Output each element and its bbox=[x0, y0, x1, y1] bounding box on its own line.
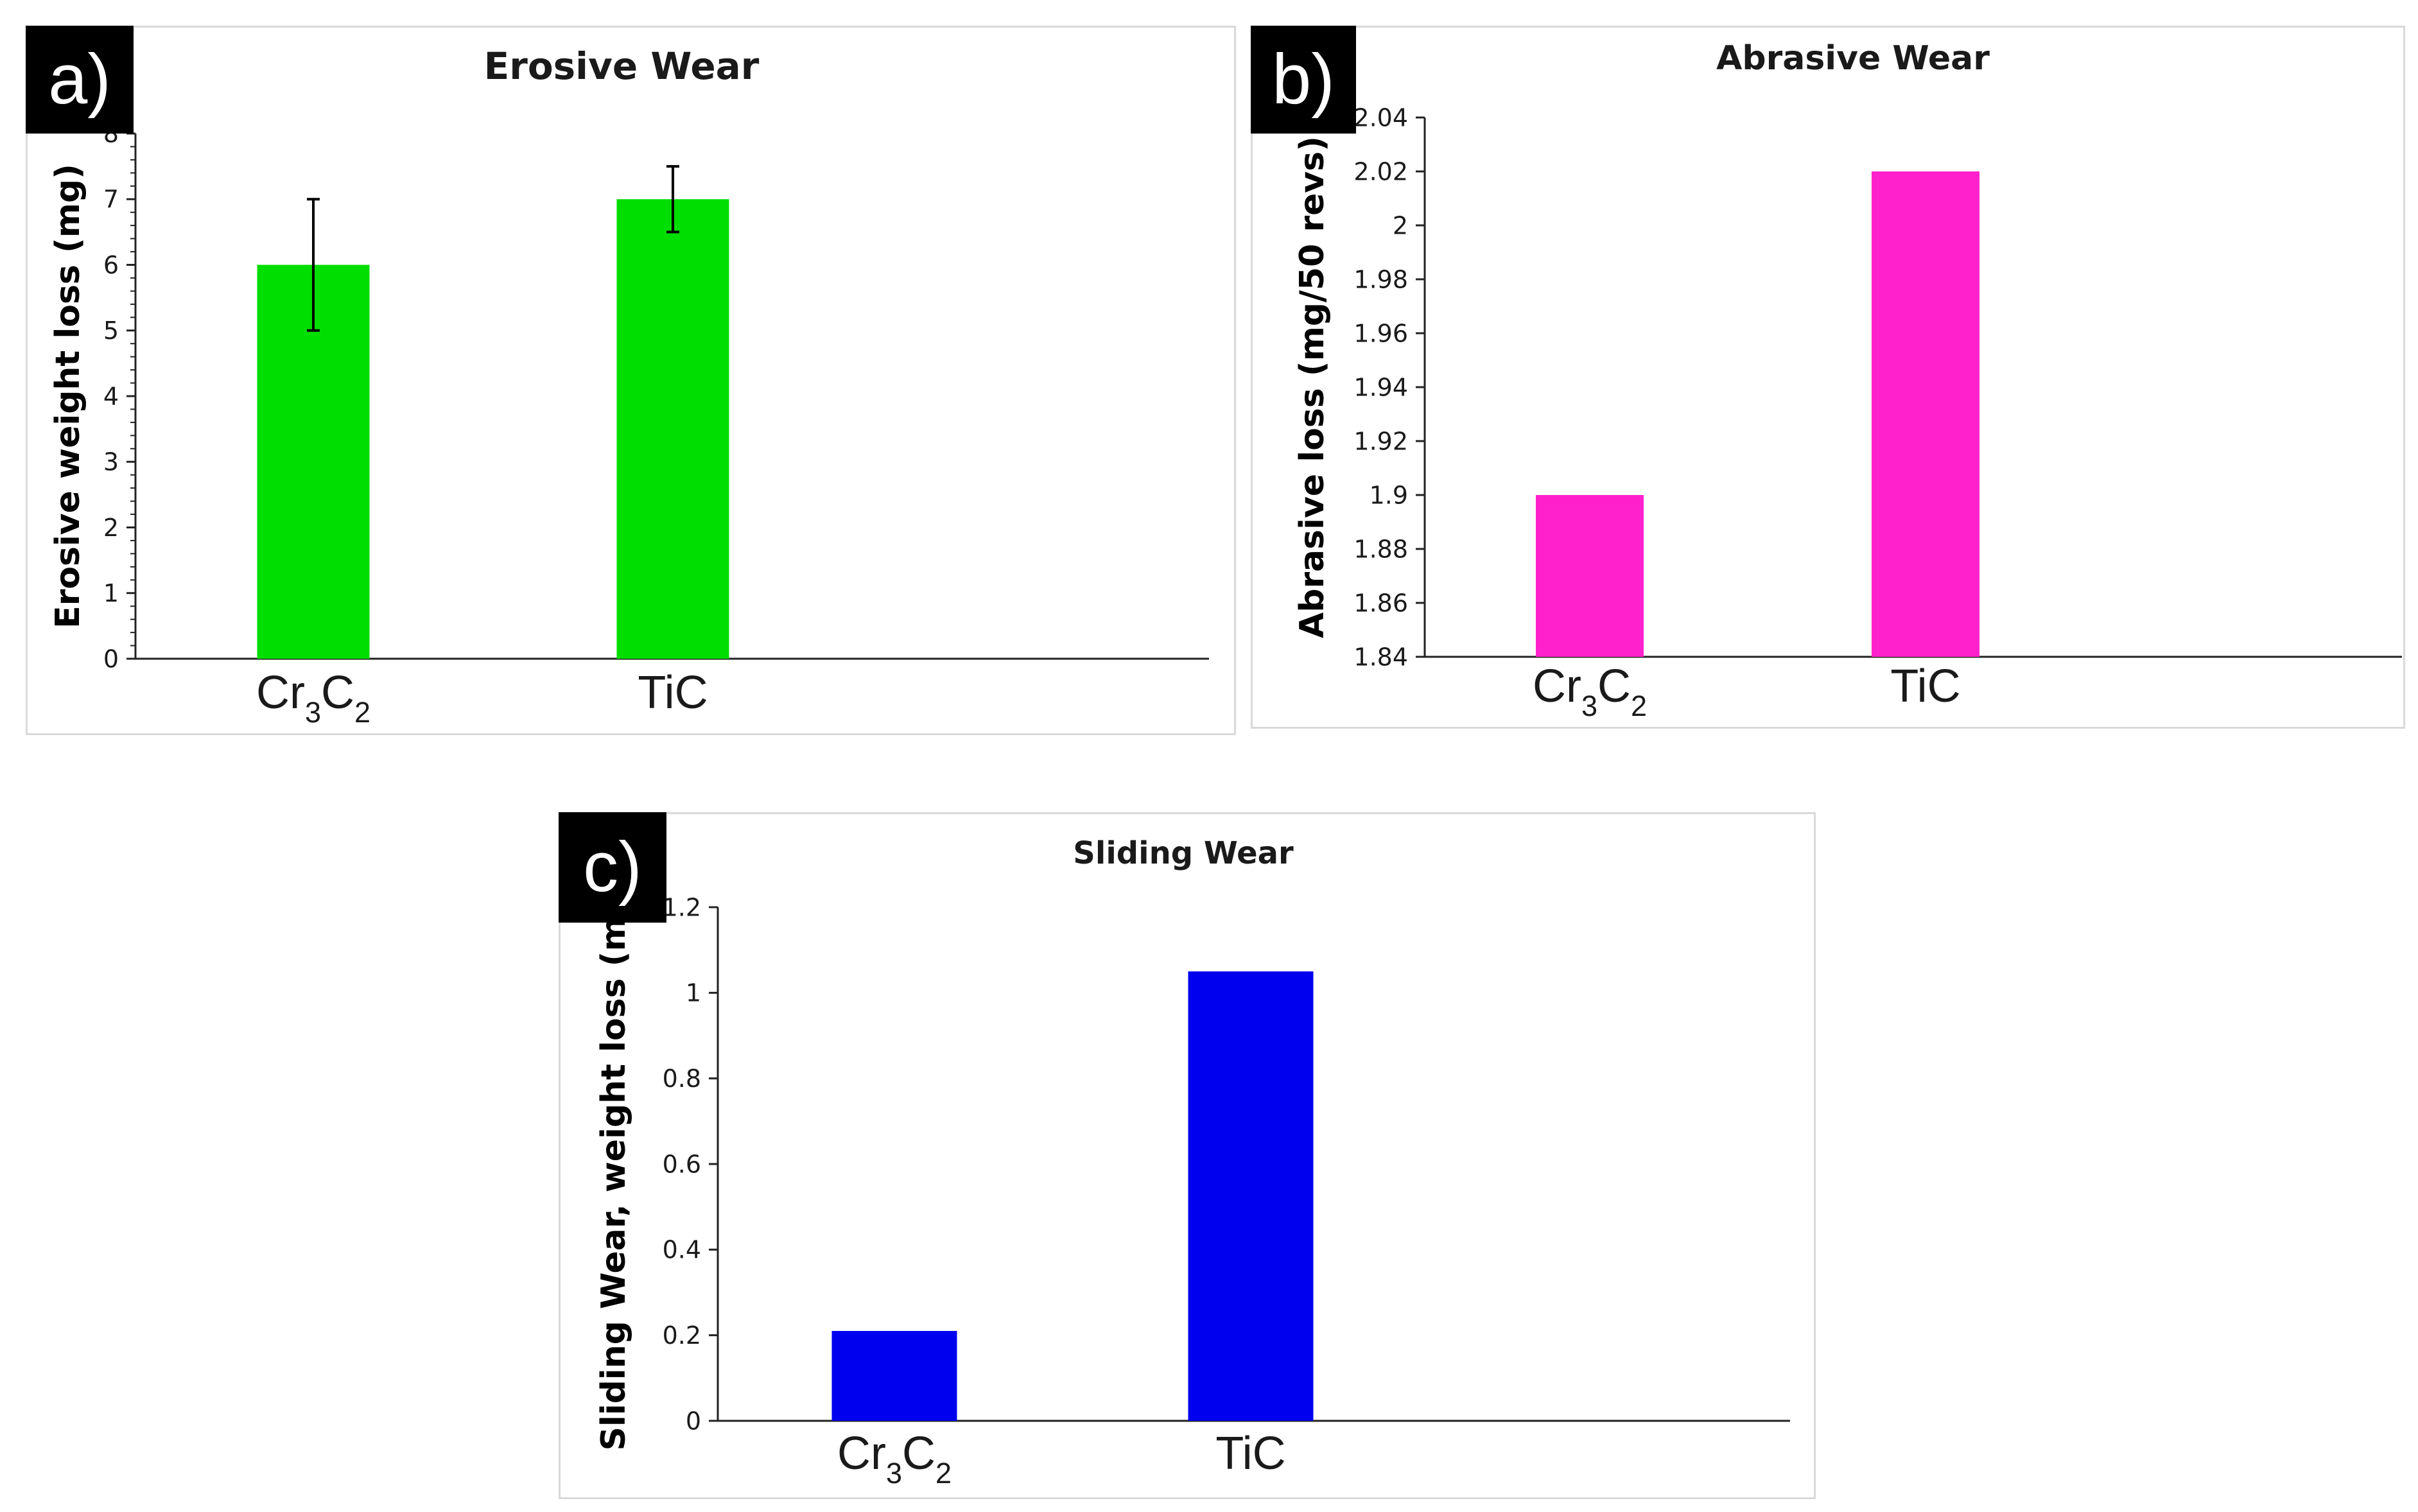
y-tick-label: 5 bbox=[103, 317, 119, 345]
y-axis-label: Abrasive loss (mg/50 revs) bbox=[1293, 136, 1332, 638]
abrasive-wear-chart: Abrasive Wear 1.84 1.86 1.88 1.9 1.92 1.94 1.96… bbox=[1293, 39, 2402, 722]
x-tick-label: TiC bbox=[1215, 1428, 1285, 1479]
y-axis-label: Erosive weight loss (mg) bbox=[49, 164, 87, 629]
sliding-wear-chart: Sliding Wear 0 0.2 0.4 0.6 0.8 1 1.2 Sliding Wea… bbox=[595, 835, 1790, 1490]
x-tick-label: Cr3C2 bbox=[837, 1428, 952, 1490]
bar-cr3c2 bbox=[831, 1331, 957, 1421]
y-tick-label: 1.86 bbox=[1353, 589, 1408, 617]
y-tick-label: 2 bbox=[1393, 211, 1408, 239]
bar-tic bbox=[1188, 971, 1314, 1421]
y-tick-label: 2.02 bbox=[1353, 157, 1408, 186]
chart-title: Erosive Wear bbox=[484, 44, 760, 88]
y-tick-label: 1.94 bbox=[1353, 373, 1408, 401]
bar-tic bbox=[616, 199, 729, 659]
y-tick-label: 0.8 bbox=[663, 1064, 701, 1093]
y-axis-label: Sliding Wear, weight loss (mg) bbox=[595, 877, 633, 1450]
bar-tic bbox=[1872, 171, 1979, 657]
y-tick-label: 6 bbox=[103, 251, 119, 279]
chart-panel-erosive: Erosive Wear 0 1 2 3 4 5 6 7 8 Erosive weight loss… bbox=[26, 26, 1236, 735]
x-tick-label: TiC bbox=[1890, 661, 1960, 712]
chart-title: Sliding Wear bbox=[1073, 835, 1294, 871]
y-tick-label: 0.6 bbox=[663, 1150, 701, 1178]
y-tick-label: 2.04 bbox=[1353, 103, 1408, 132]
panel-label-c: c) bbox=[559, 812, 666, 923]
y-tick-label: 1.98 bbox=[1353, 265, 1408, 293]
plot-area: Sliding Wear 0 0.2 0.4 0.6 0.8 1 1.2 Sliding Wea… bbox=[595, 835, 1790, 1490]
y-tick-label: 3 bbox=[103, 448, 119, 476]
bar-cr3c2 bbox=[1536, 495, 1644, 657]
chart-title: Abrasive Wear bbox=[1716, 39, 1990, 78]
y-tick-label: 1.9 bbox=[1370, 481, 1408, 509]
x-tick-label: TiC bbox=[638, 667, 708, 718]
y-tick-label: 0 bbox=[686, 1407, 701, 1435]
y-tick-label: 0 bbox=[103, 645, 119, 673]
y-tick-label: 1 bbox=[103, 579, 119, 607]
chart-panel-sliding: Sliding Wear 0 0.2 0.4 0.6 0.8 1 1.2 Sliding Wea… bbox=[559, 812, 1816, 1499]
plot-area: Abrasive Wear 1.84 1.86 1.88 1.9 1.92 1.94 1.96… bbox=[1293, 39, 2402, 722]
y-tick-label: 1.2 bbox=[663, 893, 701, 921]
panel-label-a: a) bbox=[26, 26, 134, 134]
y-tick-label: 1 bbox=[686, 979, 701, 1007]
y-tick-label: 4 bbox=[103, 382, 119, 410]
y-tick-label: 1.96 bbox=[1353, 319, 1408, 347]
y-tick-label: 1.92 bbox=[1353, 427, 1408, 455]
y-tick-label: 7 bbox=[103, 186, 119, 214]
y-tick-label: 2 bbox=[103, 514, 119, 542]
panel-label-b: b) bbox=[1251, 26, 1356, 134]
y-tick-label: 0.2 bbox=[663, 1321, 701, 1350]
x-tick-label: Cr3C2 bbox=[1533, 661, 1647, 722]
x-tick-label: Cr3C2 bbox=[256, 667, 370, 729]
y-tick-label: 1.88 bbox=[1353, 535, 1408, 563]
y-tick-label: 0.4 bbox=[663, 1236, 701, 1264]
y-tick-label: 1.84 bbox=[1353, 643, 1408, 671]
chart-panel-abrasive: Abrasive Wear 1.84 1.86 1.88 1.9 1.92 1.94 1.96… bbox=[1251, 26, 2405, 729]
